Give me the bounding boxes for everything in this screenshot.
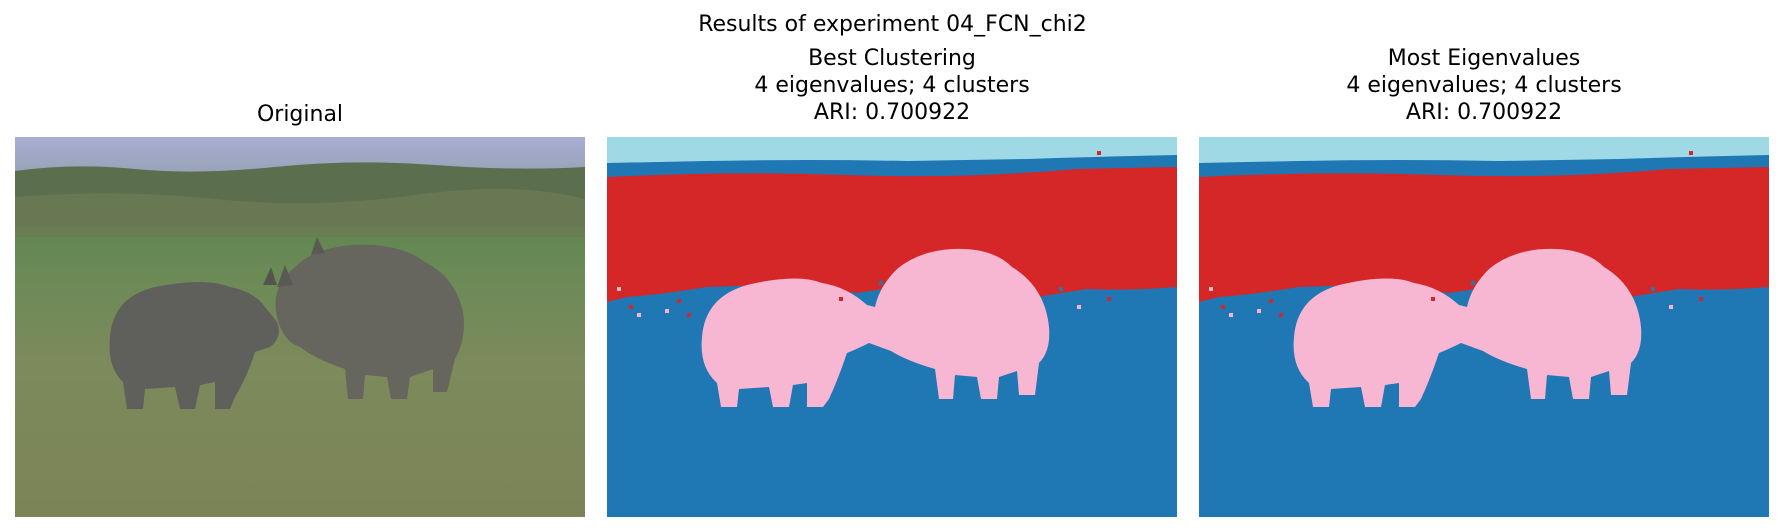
original-photo — [15, 137, 585, 517]
cluster-speckle — [1279, 313, 1283, 317]
cluster-speckle — [1229, 313, 1233, 317]
original-image — [15, 137, 585, 517]
best-title-line3: ARI: 0.700922 — [813, 100, 971, 125]
best-title-line1: Best Clustering — [808, 46, 976, 71]
cluster-speckle — [1651, 287, 1655, 291]
most-title-line3: ARI: 0.700922 — [1405, 100, 1563, 125]
cluster-speckle — [1579, 287, 1583, 291]
most-segmentation — [1199, 137, 1769, 517]
cluster-speckle — [673, 323, 677, 327]
cluster-speckle — [653, 317, 657, 321]
cluster-speckle — [1431, 297, 1435, 301]
cluster-speckle — [1265, 323, 1269, 327]
cluster-speckle — [1059, 287, 1063, 291]
best-clustering-map — [607, 137, 1177, 517]
cluster-sky-region — [1199, 137, 1769, 163]
cluster-speckle — [1669, 305, 1673, 309]
cluster-speckle — [1209, 287, 1213, 291]
cluster-speckle — [1269, 299, 1273, 303]
figure-title: Results of experiment 04_FCN_chi2 — [698, 12, 1087, 37]
most-title-line1: Most Eigenvalues — [1387, 46, 1581, 71]
cluster-speckle — [629, 305, 633, 309]
cluster-speckle — [665, 309, 669, 313]
cluster-speckle — [1103, 157, 1107, 161]
cluster-band-region — [607, 167, 1177, 302]
most-panel-title: Most Eigenvalues 4 eigenvalues; 4 cluste… — [1199, 45, 1769, 126]
cluster-speckle — [617, 287, 621, 291]
best-title-line2: 4 eigenvalues; 4 clusters — [754, 73, 1030, 98]
original-title: Original — [256, 102, 344, 127]
most-title-line2: 4 eigenvalues; 4 clusters — [1346, 73, 1622, 98]
cluster-speckle — [879, 281, 883, 285]
cluster-band-region — [1199, 167, 1769, 302]
rhino-right — [275, 237, 464, 399]
cluster-speckle — [1097, 151, 1101, 155]
cluster-speckle — [1257, 309, 1261, 313]
cluster-rhino-region — [701, 248, 1050, 407]
cluster-speckle — [687, 313, 691, 317]
cluster-speckle — [1239, 295, 1243, 299]
cluster-speckle — [1471, 281, 1475, 285]
cluster-speckle — [647, 295, 651, 299]
cluster-speckle — [1689, 151, 1693, 155]
cluster-speckle — [677, 299, 681, 303]
cluster-speckle — [1107, 297, 1111, 301]
cluster-speckle — [1695, 157, 1699, 161]
cluster-sky-region — [607, 137, 1177, 163]
original-panel-title: Original — [15, 101, 585, 128]
cluster-speckle — [817, 293, 821, 297]
cluster-speckle — [1221, 305, 1225, 309]
cluster-speckle — [1699, 297, 1703, 301]
cluster-speckle — [1077, 305, 1081, 309]
rhino-left — [109, 267, 279, 409]
best-segmentation — [607, 137, 1177, 517]
cluster-speckle — [987, 287, 991, 291]
cluster-speckle — [1409, 293, 1413, 297]
best-panel-title: Best Clustering 4 eigenvalues; 4 cluster… — [607, 45, 1177, 126]
cluster-rhino-region — [1293, 248, 1642, 407]
cluster-speckle — [637, 313, 641, 317]
cluster-speckle — [839, 297, 843, 301]
most-eigenvalues-map — [1199, 137, 1769, 517]
cluster-speckle — [1245, 317, 1249, 321]
